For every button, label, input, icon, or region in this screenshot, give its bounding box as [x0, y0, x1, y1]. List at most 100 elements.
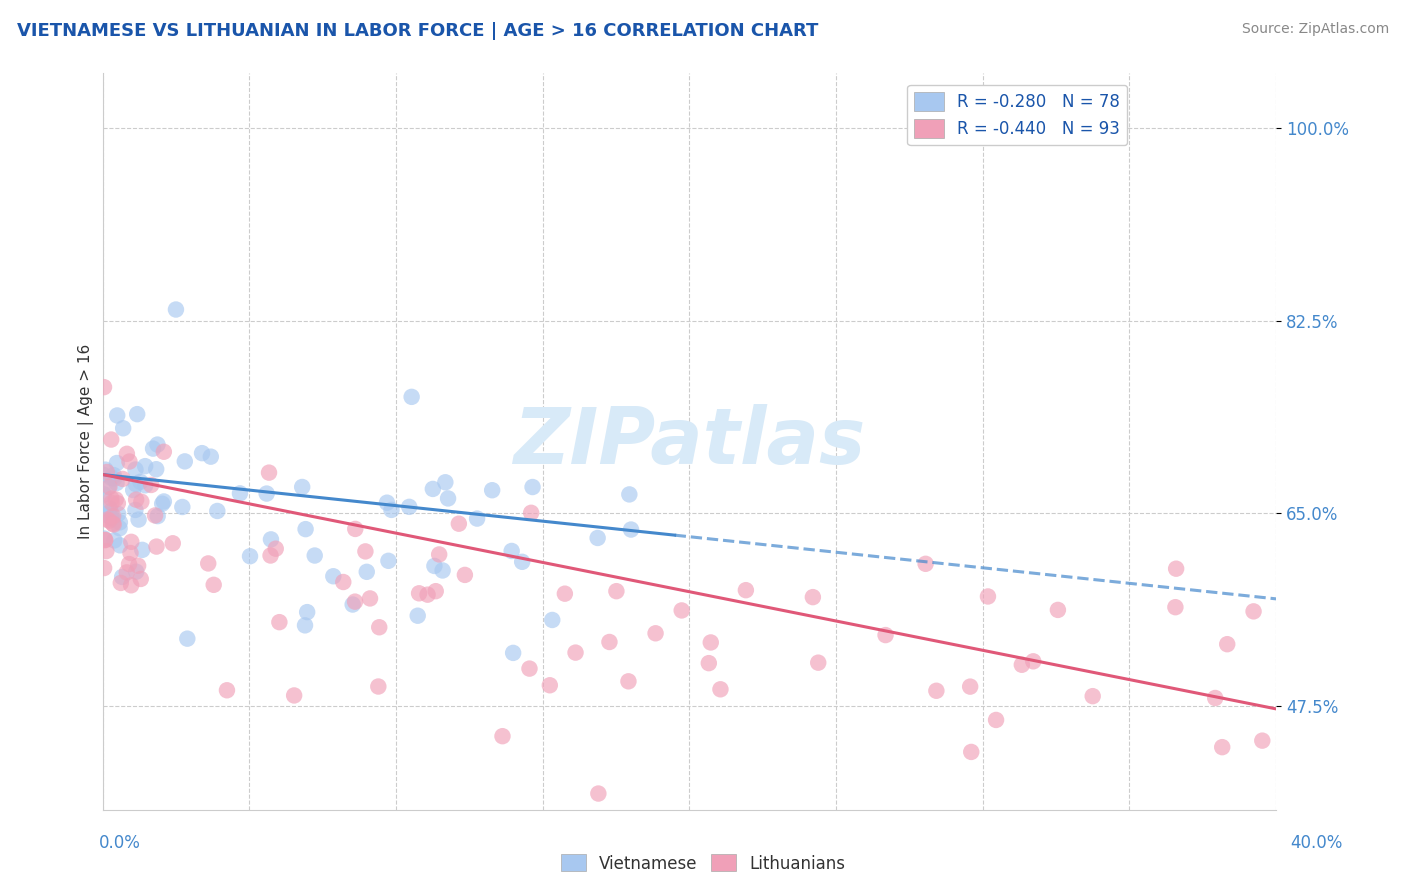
- Point: [239, 549, 262, 564]
- Point: [229, 486, 252, 500]
- Point: [115, 566, 138, 580]
- Text: 40.0%: 40.0%: [1291, 834, 1343, 852]
- Point: [501, 544, 523, 558]
- Point: [332, 574, 354, 589]
- Point: [107, 507, 129, 521]
- Point: [108, 516, 131, 530]
- Point: [96, 512, 118, 526]
- Point: [984, 713, 1007, 727]
- Point: [304, 549, 326, 563]
- Point: [100, 433, 122, 447]
- Point: [1166, 562, 1188, 576]
- Point: [422, 482, 444, 496]
- Point: [94, 463, 117, 477]
- Point: [342, 598, 364, 612]
- Point: [434, 475, 457, 490]
- Point: [142, 442, 165, 456]
- Point: [709, 682, 731, 697]
- Point: [129, 475, 152, 489]
- Point: [259, 549, 281, 563]
- Point: [200, 450, 222, 464]
- Point: [104, 492, 127, 507]
- Point: [977, 590, 1000, 604]
- Point: [150, 497, 173, 511]
- Point: [103, 468, 125, 483]
- Point: [125, 492, 148, 507]
- Point: [103, 517, 125, 532]
- Point: [93, 487, 115, 501]
- Point: [131, 494, 153, 508]
- Point: [110, 576, 132, 591]
- Point: [202, 578, 225, 592]
- Text: 0.0%: 0.0%: [98, 834, 141, 852]
- Point: [807, 656, 830, 670]
- Point: [925, 683, 948, 698]
- Point: [502, 646, 524, 660]
- Point: [256, 486, 278, 500]
- Point: [344, 594, 367, 608]
- Point: [398, 500, 420, 514]
- Point: [100, 511, 122, 525]
- Point: [264, 541, 287, 556]
- Point: [153, 494, 176, 508]
- Point: [491, 729, 513, 743]
- Point: [465, 511, 488, 525]
- Point: [619, 487, 641, 501]
- Point: [671, 603, 693, 617]
- Point: [1022, 654, 1045, 668]
- Point: [105, 456, 128, 470]
- Point: [134, 459, 156, 474]
- Point: [111, 570, 134, 584]
- Point: [143, 508, 166, 523]
- Point: [129, 572, 152, 586]
- Point: [153, 444, 176, 458]
- Point: [100, 491, 122, 506]
- Text: ZIPatlas: ZIPatlas: [513, 403, 866, 480]
- Point: [380, 503, 402, 517]
- Point: [111, 472, 134, 486]
- Point: [120, 578, 142, 592]
- Point: [605, 584, 627, 599]
- Point: [291, 480, 314, 494]
- Point: [127, 558, 149, 573]
- Point: [93, 561, 115, 575]
- Point: [122, 483, 145, 497]
- Point: [107, 496, 129, 510]
- Point: [454, 568, 477, 582]
- Point: [425, 584, 447, 599]
- Point: [322, 569, 344, 583]
- Point: [519, 662, 541, 676]
- Point: [131, 542, 153, 557]
- Point: [367, 680, 389, 694]
- Point: [197, 557, 219, 571]
- Point: [118, 454, 141, 468]
- Point: [1211, 740, 1233, 755]
- Point: [538, 678, 561, 692]
- Point: [959, 680, 981, 694]
- Point: [768, 839, 790, 854]
- Point: [96, 465, 118, 479]
- Point: [112, 421, 135, 435]
- Point: [875, 628, 897, 642]
- Legend: Vietnamese, Lithuanians: Vietnamese, Lithuanians: [554, 847, 852, 880]
- Point: [101, 516, 124, 531]
- Point: [1081, 689, 1104, 703]
- Point: [644, 626, 666, 640]
- Point: [215, 683, 238, 698]
- Point: [146, 509, 169, 524]
- Point: [93, 380, 115, 394]
- Point: [94, 533, 117, 547]
- Point: [377, 554, 399, 568]
- Point: [105, 409, 128, 423]
- Point: [108, 538, 131, 552]
- Legend: R = -0.280   N = 78, R = -0.440   N = 93: R = -0.280 N = 78, R = -0.440 N = 93: [907, 85, 1128, 145]
- Point: [914, 557, 936, 571]
- Point: [105, 475, 128, 490]
- Point: [134, 478, 156, 492]
- Point: [801, 590, 824, 604]
- Text: VIETNAMESE VS LITHUANIAN IN LABOR FORCE | AGE > 16 CORRELATION CHART: VIETNAMESE VS LITHUANIAN IN LABOR FORCE …: [17, 22, 818, 40]
- Point: [94, 533, 117, 547]
- Point: [437, 491, 460, 506]
- Point: [191, 446, 214, 460]
- Point: [176, 632, 198, 646]
